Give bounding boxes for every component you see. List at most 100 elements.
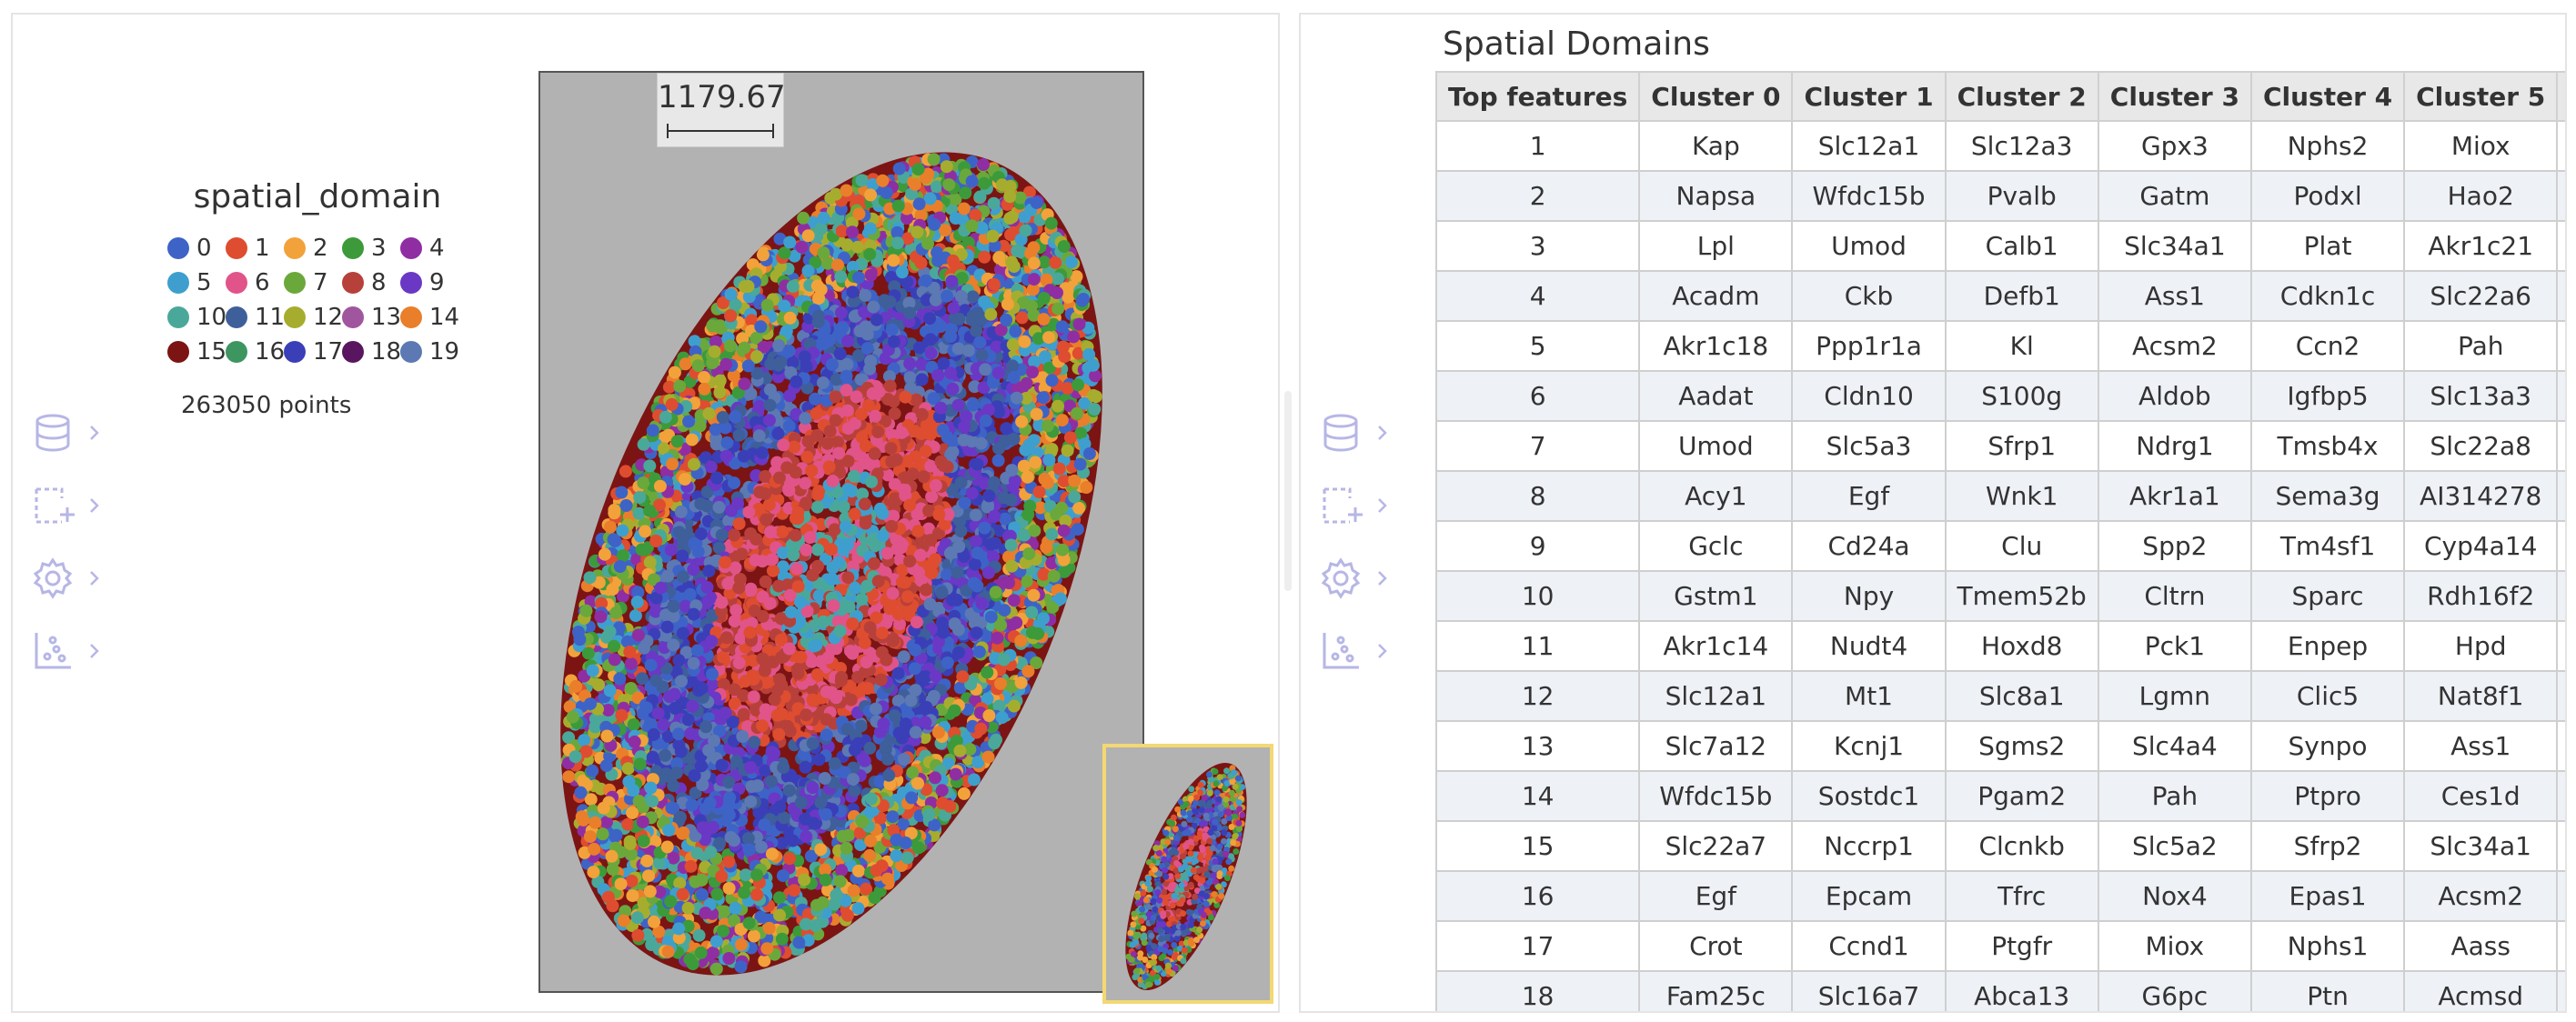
legend-item[interactable]: 12 — [284, 301, 343, 334]
gear-icon — [1321, 557, 1361, 599]
legend-color-dot — [226, 341, 247, 363]
minimap-plot — [1125, 762, 1247, 991]
legend-item[interactable]: 7 — [284, 266, 342, 299]
table-cell: Clu — [1944, 520, 2099, 572]
table-cell: Ckb — [2556, 420, 2565, 472]
legend-item[interactable]: 18 — [342, 336, 401, 368]
column-header[interactable]: Cluster 5 — [2403, 71, 2559, 122]
table-cell: 13 — [1435, 720, 1641, 772]
table-cell: Plat — [2249, 220, 2406, 272]
column-header[interactable]: Cluster 3 — [2097, 71, 2252, 122]
table-cell: Aass — [2403, 920, 2559, 972]
table-row: 4AcadmCkbDefb1Ass1Cdkn1cSlc22a6Npy — [1435, 270, 2565, 322]
table-cell: Ccnd1 — [1791, 920, 1947, 972]
select-region-button[interactable] — [1319, 469, 1392, 542]
legend-item-label: 13 — [371, 304, 402, 331]
table-cell: Igfbp5 — [2249, 370, 2406, 422]
column-header[interactable]: Cluster 4 — [2249, 71, 2406, 122]
table-cell: Epas1 — [2249, 870, 2406, 922]
plot-options-button[interactable] — [31, 615, 104, 687]
table-cell: Slc12a1 — [1791, 120, 1947, 172]
table-cell: 1 — [1435, 120, 1641, 172]
settings-button[interactable] — [31, 542, 104, 615]
column-header[interactable]: Cluster 0 — [1638, 71, 1794, 122]
minimap[interactable] — [1102, 744, 1273, 1004]
table-cell: 6 — [1435, 370, 1641, 422]
table-cell: Hoxd8 — [1944, 620, 2099, 672]
table-cell: Akr1c14 — [1638, 620, 1794, 672]
legend-item-label: 10 — [196, 304, 227, 331]
legend-item[interactable]: 10 — [167, 301, 226, 334]
table-cell: Cdkn1c — [2249, 270, 2406, 322]
legend-item[interactable]: 2 — [284, 232, 342, 265]
table-cell: Slc4a4 — [2097, 720, 2252, 772]
legend-item[interactable]: 3 — [342, 232, 400, 265]
chevron-right-icon — [1378, 571, 1387, 586]
select-region-button[interactable] — [31, 469, 104, 542]
legend-item[interactable]: 4 — [400, 232, 458, 265]
table-cell: Cyp4a14 — [2403, 520, 2559, 572]
scatter-plot-icon — [35, 633, 71, 669]
legend-item[interactable]: 9 — [400, 266, 458, 299]
legend-item-label: 9 — [429, 269, 445, 296]
table-cell: Sostdc1 — [1791, 770, 1947, 822]
chevron-right-icon — [90, 644, 99, 658]
legend-color-dot — [342, 272, 364, 294]
table-cell: Crot — [1638, 920, 1794, 972]
column-header[interactable]: Cluster 2 — [1944, 71, 2099, 122]
table-cell: Npy — [1791, 570, 1947, 622]
table-cell: Acy1 — [1638, 470, 1794, 522]
legend-item[interactable]: 16 — [226, 336, 285, 368]
table-cell: Sgms2 — [1944, 720, 2099, 772]
table-cell: Slc34a1 — [2403, 820, 2559, 872]
table-row: 17CrotCcnd1PtgfrMioxNphs1AassEpca — [1435, 920, 2565, 972]
table-cell: Nccrp1 — [1791, 820, 1947, 872]
table-row: 8Acy1EgfWnk1Akr1a1Sema3gAI314278Egf — [1435, 470, 2565, 522]
table-cell: 3 — [1435, 220, 1641, 272]
table-cell: Hao2 — [2403, 170, 2559, 222]
points-count: 263050 points — [181, 392, 352, 419]
table-cell: Epcam — [1791, 870, 1947, 922]
panel-splitter[interactable] — [1284, 391, 1292, 591]
table-cell: Slc5a — [2556, 720, 2565, 772]
table-cell: Miox — [2403, 120, 2559, 172]
legend-item[interactable]: 17 — [284, 336, 343, 368]
data-icon — [35, 414, 70, 452]
legend-item[interactable]: 0 — [167, 232, 226, 265]
legend-item[interactable]: 11 — [226, 301, 286, 334]
right-side-toolbar — [1319, 396, 1392, 687]
legend-item[interactable]: 1 — [226, 232, 284, 265]
legend-item[interactable]: 6 — [226, 266, 284, 299]
table-cell: Nccr — [2556, 970, 2565, 1011]
column-header[interactable]: Cluster 1 — [1791, 71, 1947, 122]
legend-items: 0 1 2 3 4 5 6 7 8 9 10 11 12 13 14 15 16 17 18 19 — [167, 232, 495, 368]
column-header[interactable]: Top features — [1435, 71, 1641, 122]
column-header[interactable]: Cluste — [2556, 71, 2565, 122]
table-cell: Akr1c21 — [2403, 220, 2559, 272]
gear-icon — [33, 557, 73, 599]
table-cell: Wfdc1 — [2556, 220, 2565, 272]
legend-item[interactable]: 15 — [167, 336, 226, 368]
table-cell: Pvalb — [1944, 170, 2099, 222]
legend-item[interactable]: 13 — [342, 301, 402, 334]
table-row: 14Wfdc15bSostdc1Pgam2PahPtproCes1dSmoc — [1435, 770, 2565, 822]
scale-bar: 1179.67 — [657, 73, 786, 147]
legend-item-label: 11 — [255, 304, 286, 331]
table-cell: 16 — [1435, 870, 1641, 922]
legend-item[interactable]: 5 — [167, 266, 226, 299]
settings-button[interactable] — [1319, 542, 1392, 615]
data-button[interactable] — [1319, 396, 1392, 469]
legend-item[interactable]: 19 — [400, 336, 459, 368]
table-cell: Ass1 — [2097, 270, 2252, 322]
legend-item[interactable]: 14 — [400, 301, 459, 334]
table-row: 2NapsaWfdc15bPvalbGatmPodxlHao2Slc12 — [1435, 170, 2565, 222]
table-row: 7UmodSlc5a3Sfrp1Ndrg1Tmsb4xSlc22a8Ckb — [1435, 420, 2565, 472]
table-cell: Ptn — [2249, 970, 2406, 1011]
tissue-scatter-view[interactable] — [538, 71, 1144, 993]
data-button[interactable] — [31, 396, 104, 469]
plot-options-button[interactable] — [1319, 615, 1392, 687]
table-cell: Calb1 — [1944, 220, 2099, 272]
table-cell: 9 — [1435, 520, 1641, 572]
legend-item[interactable]: 8 — [342, 266, 400, 299]
